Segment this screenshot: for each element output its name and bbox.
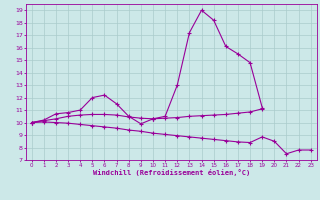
X-axis label: Windchill (Refroidissement éolien,°C): Windchill (Refroidissement éolien,°C) — [92, 169, 250, 176]
